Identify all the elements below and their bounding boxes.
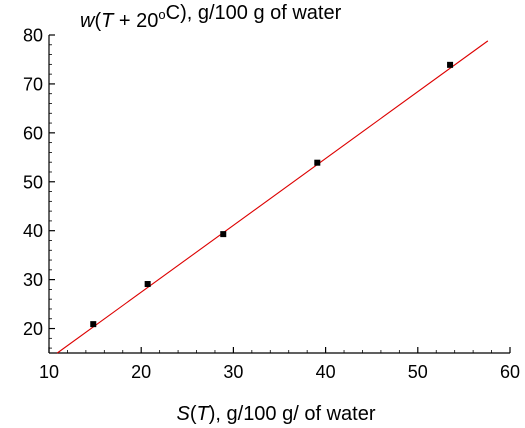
x-axis-label: S(T), g/100 g/ of water bbox=[177, 403, 376, 425]
data-point bbox=[314, 159, 321, 166]
fit-line bbox=[56, 40, 489, 354]
y-tick-label: 60 bbox=[23, 123, 43, 143]
fit-line-group bbox=[56, 40, 489, 354]
y-tick-label: 30 bbox=[23, 270, 43, 290]
x-tick-label: 20 bbox=[131, 362, 151, 382]
x-tick-label: 30 bbox=[223, 362, 243, 382]
data-point bbox=[220, 231, 227, 238]
x-tick-label: 10 bbox=[39, 362, 59, 382]
data-point bbox=[90, 321, 97, 328]
y-tick-label: 70 bbox=[23, 74, 43, 94]
axes bbox=[48, 35, 510, 354]
y-axis-label: w(T + 20oC), g/100 g of water bbox=[80, 2, 342, 32]
y-tick-label: 40 bbox=[23, 221, 43, 241]
data-point bbox=[144, 281, 151, 288]
data-point bbox=[447, 61, 454, 68]
x-tick-label: 40 bbox=[316, 362, 336, 382]
tick-labels: 10 20 30 40 50 60 20 30 40 50 60 70 80 bbox=[23, 26, 520, 383]
tick-marks bbox=[48, 34, 511, 353]
data-points-group bbox=[90, 61, 454, 328]
y-tick-label: 80 bbox=[23, 26, 43, 46]
x-tick-label: 50 bbox=[408, 362, 428, 382]
y-tick-label: 20 bbox=[23, 319, 43, 339]
x-tick-label: 60 bbox=[500, 362, 520, 382]
y-tick-label: 50 bbox=[23, 172, 43, 192]
